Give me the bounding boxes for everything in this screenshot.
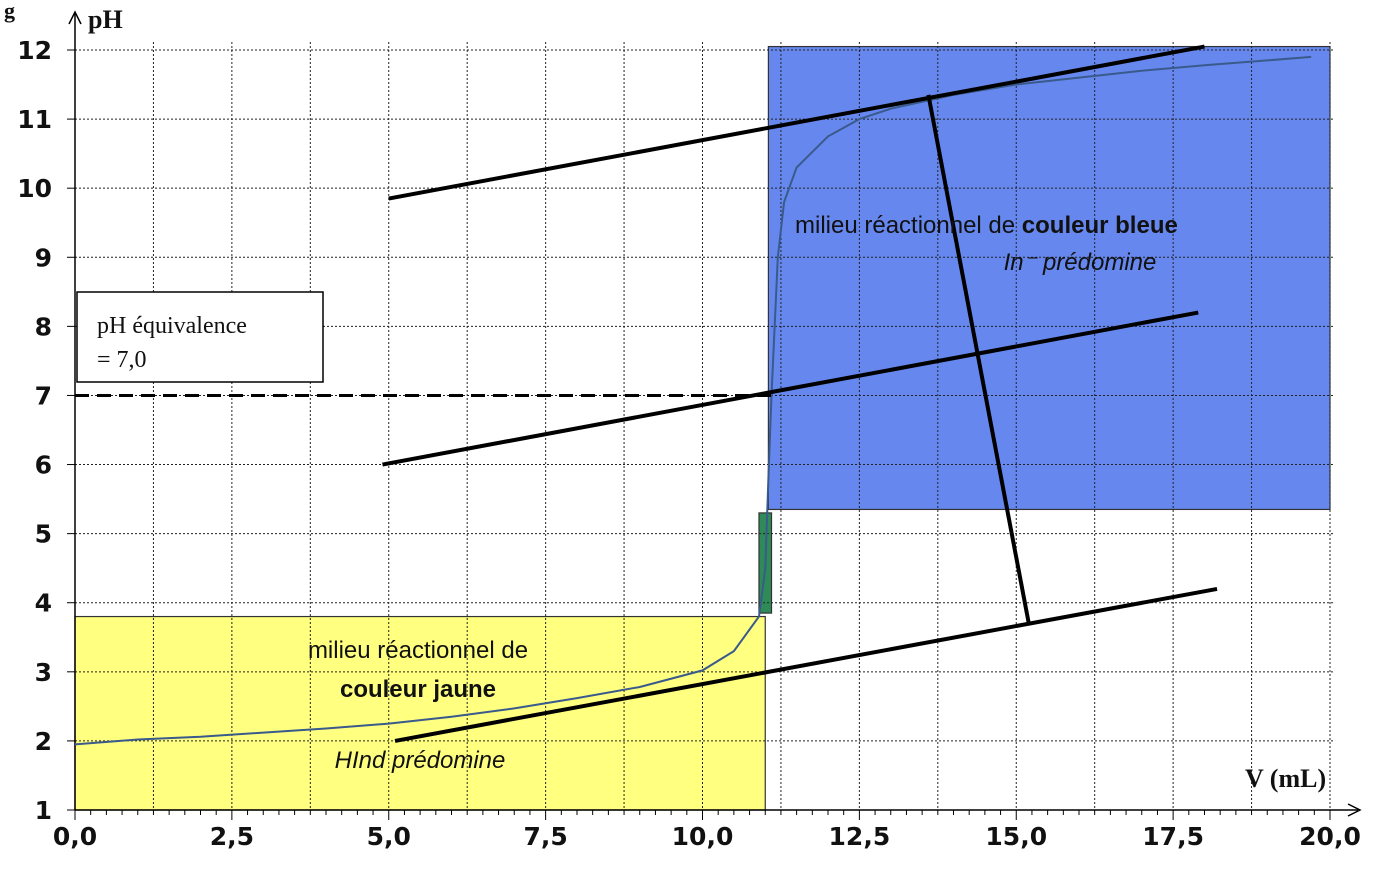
blue-zone-normal: milieu réactionnel de xyxy=(795,212,1022,239)
x-tick-label: 15,0 xyxy=(985,822,1047,851)
equivalence-box xyxy=(76,291,324,383)
blue-zone xyxy=(767,45,1331,511)
y-tick-label: 9 xyxy=(35,243,52,272)
blue-zone-bold: couleur bleue xyxy=(1022,212,1178,239)
blue-zone-line1: milieu réactionnel de couleur bleue xyxy=(795,212,1178,239)
yellow-zone-line2: couleur jaune xyxy=(340,676,496,703)
titration-curve xyxy=(74,55,1312,746)
y-tick-label: 7 xyxy=(35,381,52,410)
y-tick-label: 12 xyxy=(17,36,52,65)
top-label: g xyxy=(4,0,15,23)
x-axis-arrow xyxy=(1347,803,1362,817)
tick-labels: 0,0 2,5 5,0 7,5 10,0 12,5 15,0 17,5 20,012345678… xyxy=(17,36,1361,851)
zones xyxy=(74,45,1331,811)
x-axis-title: V (mL) xyxy=(1245,764,1326,793)
y-tick-label: 6 xyxy=(35,451,52,480)
tangent-lines xyxy=(75,44,1218,743)
x-tick-label: 20,0 xyxy=(1299,822,1361,851)
y-tick-label: 11 xyxy=(17,105,52,134)
tangent-line xyxy=(382,310,1199,467)
x-tick-label: 7,5 xyxy=(523,822,567,851)
y-tick-label: 10 xyxy=(17,174,52,203)
yellow-zone xyxy=(74,615,766,811)
axes xyxy=(67,10,1362,820)
titration-curve-line xyxy=(74,55,1312,746)
x-tick-label: 17,5 xyxy=(1142,822,1204,851)
y-tick-label: 3 xyxy=(35,658,52,687)
x-tick-label: 12,5 xyxy=(829,822,891,851)
x-tick-label: 5,0 xyxy=(367,822,411,851)
y-tick-label: 2 xyxy=(35,727,52,756)
y-tick-label: 1 xyxy=(35,796,52,825)
y-axis-arrow xyxy=(68,10,82,25)
equivalence-line1: pH équivalence xyxy=(97,313,247,339)
tangent-line xyxy=(394,586,1218,743)
blue-zone-line2: In⁻ prédomine xyxy=(1004,249,1157,276)
yellow-zone-line1: milieu réactionnel de xyxy=(308,637,528,664)
equivalence-line2: = 7,0 xyxy=(97,347,147,373)
y-tick-label: 8 xyxy=(35,312,52,341)
x-tick-label: 0,0 xyxy=(53,822,97,851)
y-tick-label: 4 xyxy=(35,589,52,618)
tangent-line xyxy=(388,44,1205,201)
tangent-line xyxy=(926,94,1031,624)
y-tick-label: 5 xyxy=(35,520,52,549)
y-axis-title: pH xyxy=(88,5,123,34)
x-tick-label: 2,5 xyxy=(210,822,254,851)
yellow-zone-line3: HInd prédomine xyxy=(335,747,506,774)
x-tick-label: 10,0 xyxy=(672,822,734,851)
grid xyxy=(75,42,1335,810)
